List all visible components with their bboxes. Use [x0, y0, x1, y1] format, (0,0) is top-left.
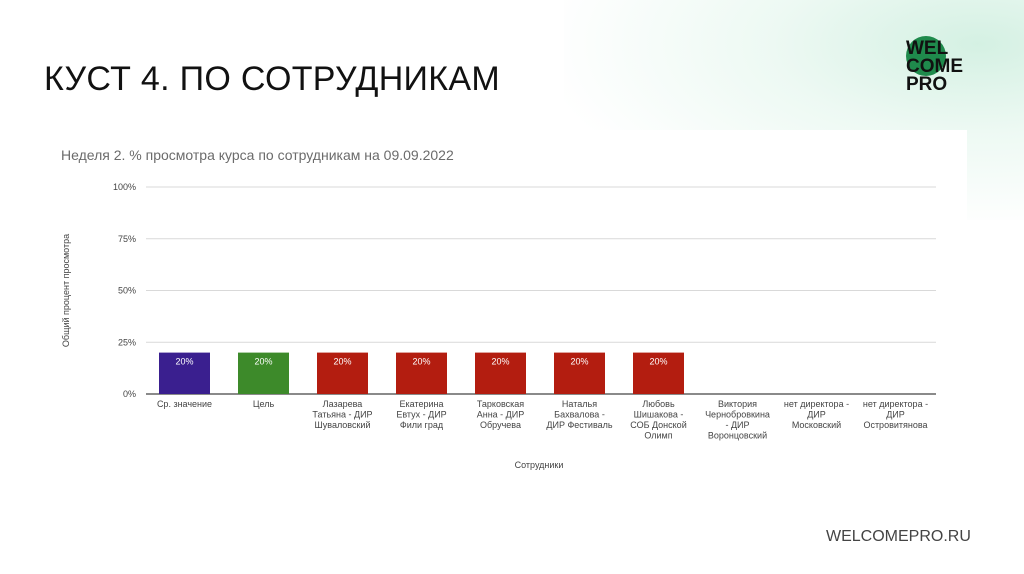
x-tick-label-line: Шуваловский [315, 420, 371, 430]
x-tick-label-line: ДИР [886, 410, 905, 420]
bar [475, 352, 526, 394]
x-tick-label-line: Олимп [644, 431, 672, 441]
x-axis-label: Сотрудники [515, 460, 564, 470]
y-axis-label: Общий процент просмотра [61, 234, 71, 347]
x-tick-label: Любовь Шишакова -СОБ Донской Олимп [630, 399, 686, 441]
x-tick-label-line: ДИР Фестиваль [546, 420, 613, 430]
x-tick-label-line: Обручева [480, 420, 521, 430]
slide-title: КУСТ 4. ПО СОТРУДНИКАМ [44, 60, 501, 98]
bar-data-label: 20% [254, 357, 272, 367]
x-tick-label-line: Анна - ДИР [477, 410, 525, 420]
y-tick-label: 0% [123, 389, 136, 399]
bar [554, 352, 605, 394]
logo-line-2: COME [906, 56, 963, 77]
x-tick-label-line: Цель [253, 399, 275, 409]
x-tick-label-line: Ср. значение [157, 399, 212, 409]
x-tick-label-line: ДИР [807, 410, 826, 420]
x-tick-label-line: нет директора - [863, 399, 928, 409]
x-tick-label: Тарковская Анна - ДИР Обручева [477, 399, 525, 430]
bar [159, 352, 210, 394]
labels-layer: 0% 25% 50% 75% 100% Общий процент просмотра Со… [61, 182, 928, 470]
bar-data-label: 20% [412, 357, 430, 367]
x-tick-label-line: нет директора - [784, 399, 849, 409]
bar-data-label: 20% [649, 357, 667, 367]
y-tick-label: 75% [118, 234, 136, 244]
logo-circle [906, 36, 946, 76]
x-tick-label: Наталья Бахвалова -ДИР Фестиваль [546, 399, 613, 430]
x-tick-label-line: Фили град [400, 420, 444, 430]
x-tick-label-line: - ДИР [725, 420, 749, 430]
y-tick-label: 100% [113, 182, 136, 192]
welcomepro-logo: WEL COME PRO [900, 34, 972, 106]
bar-data-label: 20% [175, 357, 193, 367]
bars-layer [159, 352, 684, 394]
x-tick-label: нет директора -ДИР Московский [784, 399, 849, 430]
x-tick-label-line: Чернобровкина [705, 410, 770, 420]
x-tick-label: Виктория Чернобровкина - ДИР Воронцовский [705, 399, 770, 441]
x-tick-label-line: Татьяна - ДИР [312, 410, 372, 420]
x-tick-label-line: Екатерина [400, 399, 444, 409]
x-tick-label: нет директора -ДИР Островитянова [863, 399, 928, 430]
bar-data-label: 20% [570, 357, 588, 367]
x-tick-label-line: Островитянова [863, 420, 927, 430]
x-tick-label: Ср. значение [157, 399, 212, 409]
bar [317, 352, 368, 394]
bar-data-label: 20% [491, 357, 509, 367]
logo-line-3: PRO [906, 74, 948, 95]
x-tick-label-line: Тарковская [477, 399, 524, 409]
x-tick-label: Цель [253, 399, 275, 409]
x-tick-label-line: Шишакова - [634, 410, 684, 420]
bar [396, 352, 447, 394]
x-tick-label-line: Бахвалова - [554, 410, 605, 420]
x-tick-label-line: Виктория [718, 399, 757, 409]
logo-line-1: WEL [906, 38, 949, 59]
bar-data-label: 20% [333, 357, 351, 367]
bar [633, 352, 684, 394]
x-tick-label: Екатерина Евтух - ДИР Фили град [396, 399, 446, 430]
footer-url: WELCOMEPRO.RU [826, 528, 971, 545]
x-tick-label-line: Лазарева [323, 399, 363, 409]
chart-title: Неделя 2. % просмотра курса по сотрудник… [61, 147, 454, 163]
y-tick-label: 25% [118, 337, 136, 347]
x-tick-label-line: Евтух - ДИР [396, 410, 446, 420]
y-tick-label: 50% [118, 286, 136, 296]
x-tick-label-line: Московский [792, 420, 841, 430]
x-tick-label-line: Любовь [642, 399, 675, 409]
x-tick-label: Лазарева Татьяна - ДИР Шуваловский [312, 399, 372, 430]
chart-panel [40, 130, 967, 490]
bar [238, 352, 289, 394]
logo-text: WEL COME PRO [906, 38, 963, 95]
x-tick-label-line: Наталья [562, 399, 597, 409]
x-tick-label-line: Воронцовский [708, 431, 767, 441]
x-tick-label-line: СОБ Донской [630, 420, 686, 430]
